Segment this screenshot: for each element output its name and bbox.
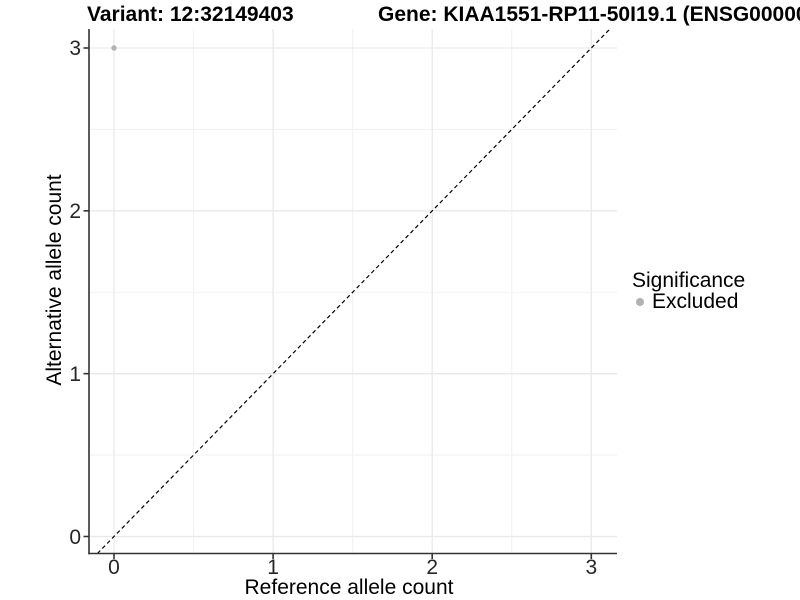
gene-title: Gene: KIAA1551-RP11-50I19.1 (ENSG0000017 (378, 3, 800, 26)
x-tick-label: 0 (108, 556, 120, 579)
legend-title: Significance (632, 269, 746, 292)
x-axis-title: Reference allele count (244, 576, 454, 599)
variant-title: Variant: 12:32149403 (87, 3, 294, 26)
x-tick-label: 1 (267, 556, 279, 579)
legend-key-dot-icon (636, 298, 644, 306)
identity-dashed-line (96, 28, 611, 554)
data-point (111, 45, 117, 51)
y-tick-label: 0 (69, 525, 81, 549)
y-tick-label: 1 (69, 362, 81, 386)
x-tick-label: 3 (585, 556, 598, 579)
y-tick-label: 3 (69, 37, 81, 60)
x-tick-label: 2 (426, 556, 439, 579)
legend-item-label: Excluded (652, 290, 739, 313)
legend-item-excluded: Excluded (632, 291, 745, 312)
legend: Significance Excluded (632, 270, 745, 312)
y-tick-label: 2 (69, 199, 81, 223)
